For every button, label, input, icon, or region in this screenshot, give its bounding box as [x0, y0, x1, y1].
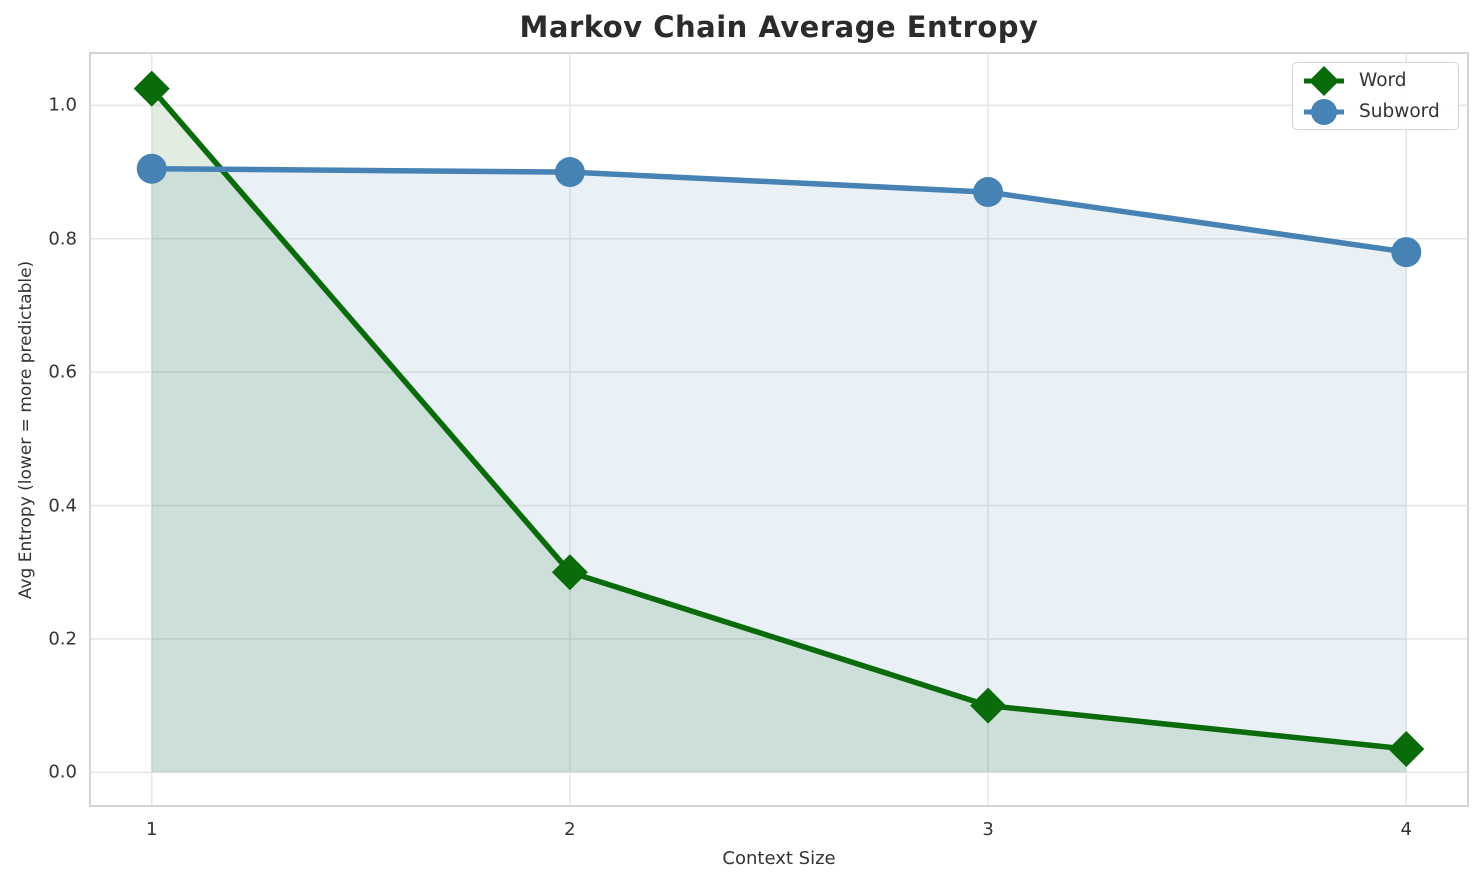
legend-label: Word: [1359, 70, 1407, 91]
series-line-subword: [148, 165, 1410, 255]
area-fill-word: [151, 88, 1407, 773]
marker-circle-subword: [1391, 237, 1422, 268]
marker-diamond-word: [1388, 730, 1425, 767]
legend-item-subword: Subword: [1301, 96, 1450, 127]
marker-circle-subword: [136, 153, 167, 184]
area-fill-subword: [151, 168, 1407, 773]
x-tick-label: 1: [145, 819, 158, 840]
y-tick-label: 1.0: [48, 94, 77, 116]
marker-diamond-word: [970, 687, 1007, 724]
y-tick-label: 0.4: [48, 495, 77, 517]
series-line-word: [148, 85, 1410, 752]
y-tick-label: 0.2: [48, 628, 77, 650]
marker-diamond-word: [133, 70, 170, 107]
chart-title: Markov Chain Average Entropy: [519, 10, 1039, 44]
x-axis-label: Context Size: [722, 848, 836, 869]
x-tick-label: 2: [564, 819, 576, 840]
legend-item-word: Word: [1301, 65, 1450, 96]
marker-diamond-word: [551, 554, 588, 591]
y-axis-label: Avg Entropy (lower = more predictable): [16, 260, 36, 600]
legend-circle-icon: [1304, 98, 1344, 125]
plot-frame: [89, 52, 1469, 807]
y-tick-label: 0.0: [48, 761, 77, 783]
plot-area: [89, 52, 1469, 807]
marker-circle-subword: [554, 157, 585, 188]
marker-circle-subword: [973, 177, 1004, 208]
legend-diamond-icon: [1304, 65, 1344, 96]
y-tick-label: 0.8: [48, 228, 77, 250]
legend: Word Subword: [1292, 62, 1459, 130]
x-tick-label: 3: [982, 819, 994, 840]
legend-label: Subword: [1359, 101, 1440, 122]
y-tick-label: 0.6: [48, 361, 77, 383]
chart-canvas: [89, 52, 1469, 807]
x-tick-label: 4: [1400, 819, 1412, 840]
